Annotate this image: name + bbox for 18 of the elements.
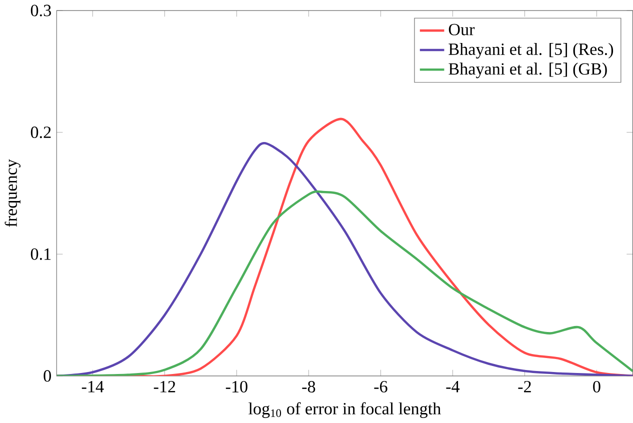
x-tick-label: -2 <box>518 381 531 392</box>
y-tick-label: 0 <box>44 370 51 382</box>
y-tick-label: 0.1 <box>30 248 51 260</box>
legend-label: Our <box>448 24 475 36</box>
x-tick-label: -8 <box>302 381 316 393</box>
legend-label: Bhayani et al. [5] (GB) <box>448 62 607 78</box>
x-tick-label: -6 <box>374 381 388 393</box>
x-tick-label: -12 <box>154 381 176 392</box>
y-tick-label: 0.2 <box>30 126 51 138</box>
legend-label: Bhayani et al. [5] (Res.) <box>448 43 614 59</box>
y-axis-title: frequency <box>4 159 20 227</box>
x-axis-title: log$_{10}$ of error in focal length <box>248 402 441 418</box>
y-tick-label: 0.3 <box>30 4 51 16</box>
x-tick-label: 0 <box>593 381 600 393</box>
x-tick-label: -10 <box>226 381 248 393</box>
x-tick-label: -4 <box>446 381 460 392</box>
x-tick-label: -14 <box>82 381 104 392</box>
line-series <box>56 190 633 376</box>
